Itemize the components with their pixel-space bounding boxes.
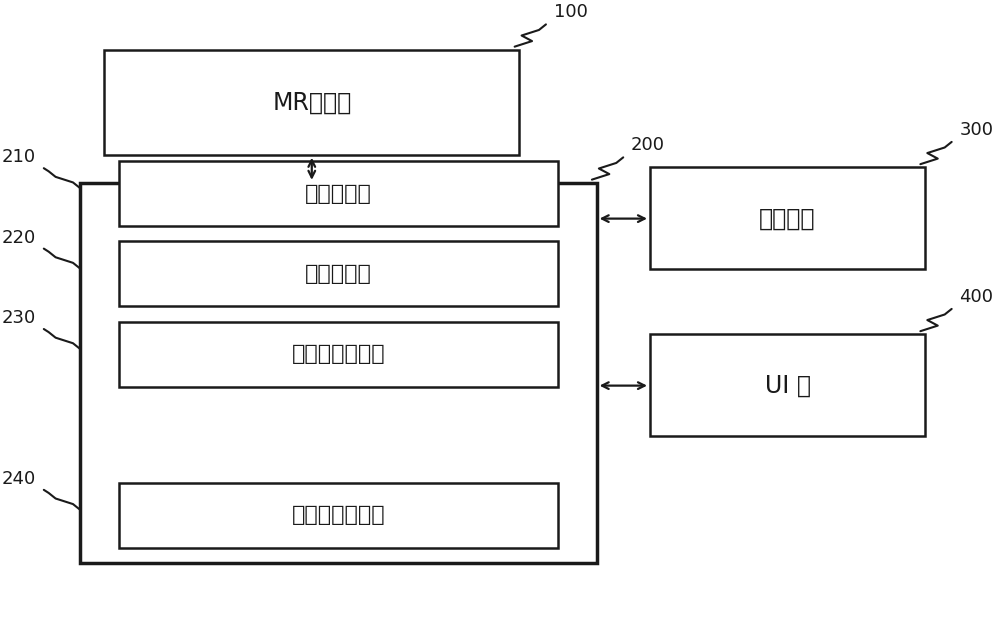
- Text: MR摄像部: MR摄像部: [272, 91, 351, 114]
- Text: 100: 100: [554, 3, 588, 21]
- Bar: [650, 334, 925, 436]
- Bar: [119, 482, 558, 548]
- Text: 图像重构部: 图像重构部: [305, 264, 372, 284]
- Bar: [119, 161, 558, 226]
- Text: 摄像控制部: 摄像控制部: [305, 184, 372, 204]
- Text: 扫描参数算出部: 扫描参数算出部: [292, 505, 385, 525]
- Text: 200: 200: [631, 136, 665, 154]
- Bar: [119, 241, 558, 306]
- Bar: [119, 322, 558, 387]
- Text: 存储装置: 存储装置: [759, 206, 816, 230]
- Text: 210: 210: [2, 148, 36, 166]
- Bar: [80, 182, 597, 563]
- Bar: [650, 168, 925, 269]
- Text: 400: 400: [959, 288, 993, 306]
- Text: 300: 300: [959, 121, 993, 139]
- Bar: [104, 50, 519, 155]
- Text: 220: 220: [2, 229, 36, 247]
- Text: 检查部位检测部: 检查部位检测部: [292, 344, 385, 364]
- Text: 230: 230: [2, 309, 36, 327]
- Text: UI 部: UI 部: [765, 373, 811, 398]
- Text: 240: 240: [2, 470, 36, 488]
